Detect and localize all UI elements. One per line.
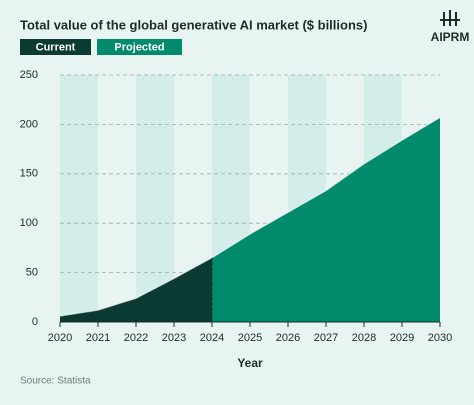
band: [136, 75, 174, 322]
x-tick-label: 2021: [86, 332, 110, 344]
line: [59, 257, 213, 317]
chart-title: Total value of the global generative AI …: [20, 17, 367, 32]
y-tick-label: 150: [20, 168, 38, 180]
x-tick-label: 2028: [352, 332, 376, 344]
x-tick-label: 2027: [314, 332, 338, 344]
y-tick-label: 200: [20, 118, 38, 130]
area: [212, 117, 440, 322]
y-tick-label: 50: [26, 267, 38, 279]
x-tick-label: 2024: [200, 332, 224, 344]
logo-text: AIPRM: [431, 30, 470, 44]
area: [60, 257, 212, 322]
line: [211, 116, 441, 259]
y-tick-label: 100: [20, 217, 38, 229]
y-tick-label: 250: [20, 69, 38, 81]
x-tick-label: 2020: [48, 332, 72, 344]
x-tick-label: 2023: [162, 332, 186, 344]
source: Source: Statista: [20, 376, 91, 387]
legend-label: Projected: [114, 41, 164, 53]
x-tick-label: 2025: [238, 332, 262, 344]
legend-label: Current: [36, 41, 76, 53]
legend-swatch: [20, 39, 91, 55]
legend-swatch: [97, 39, 182, 55]
plot-area: 0 50 100 150 200 250 2020 2021 2022 2023 2024 2025 2…: [20, 69, 453, 344]
x-tick-label: 2030: [428, 332, 452, 344]
logo-icon: [440, 10, 460, 26]
legend-item[interactable]: Projected: [97, 39, 182, 55]
legend-item[interactable]: Current: [20, 39, 91, 55]
legend: Current Projected: [20, 39, 182, 55]
x-axis-label: Year: [237, 356, 263, 370]
logo: AIPRM: [431, 10, 470, 44]
y-tick-label: 0: [32, 316, 38, 328]
band: [60, 75, 98, 322]
x-tick-label: 2022: [124, 332, 148, 344]
x-tick-label: 2026: [276, 332, 300, 344]
x-tick-label: 2029: [390, 332, 414, 344]
